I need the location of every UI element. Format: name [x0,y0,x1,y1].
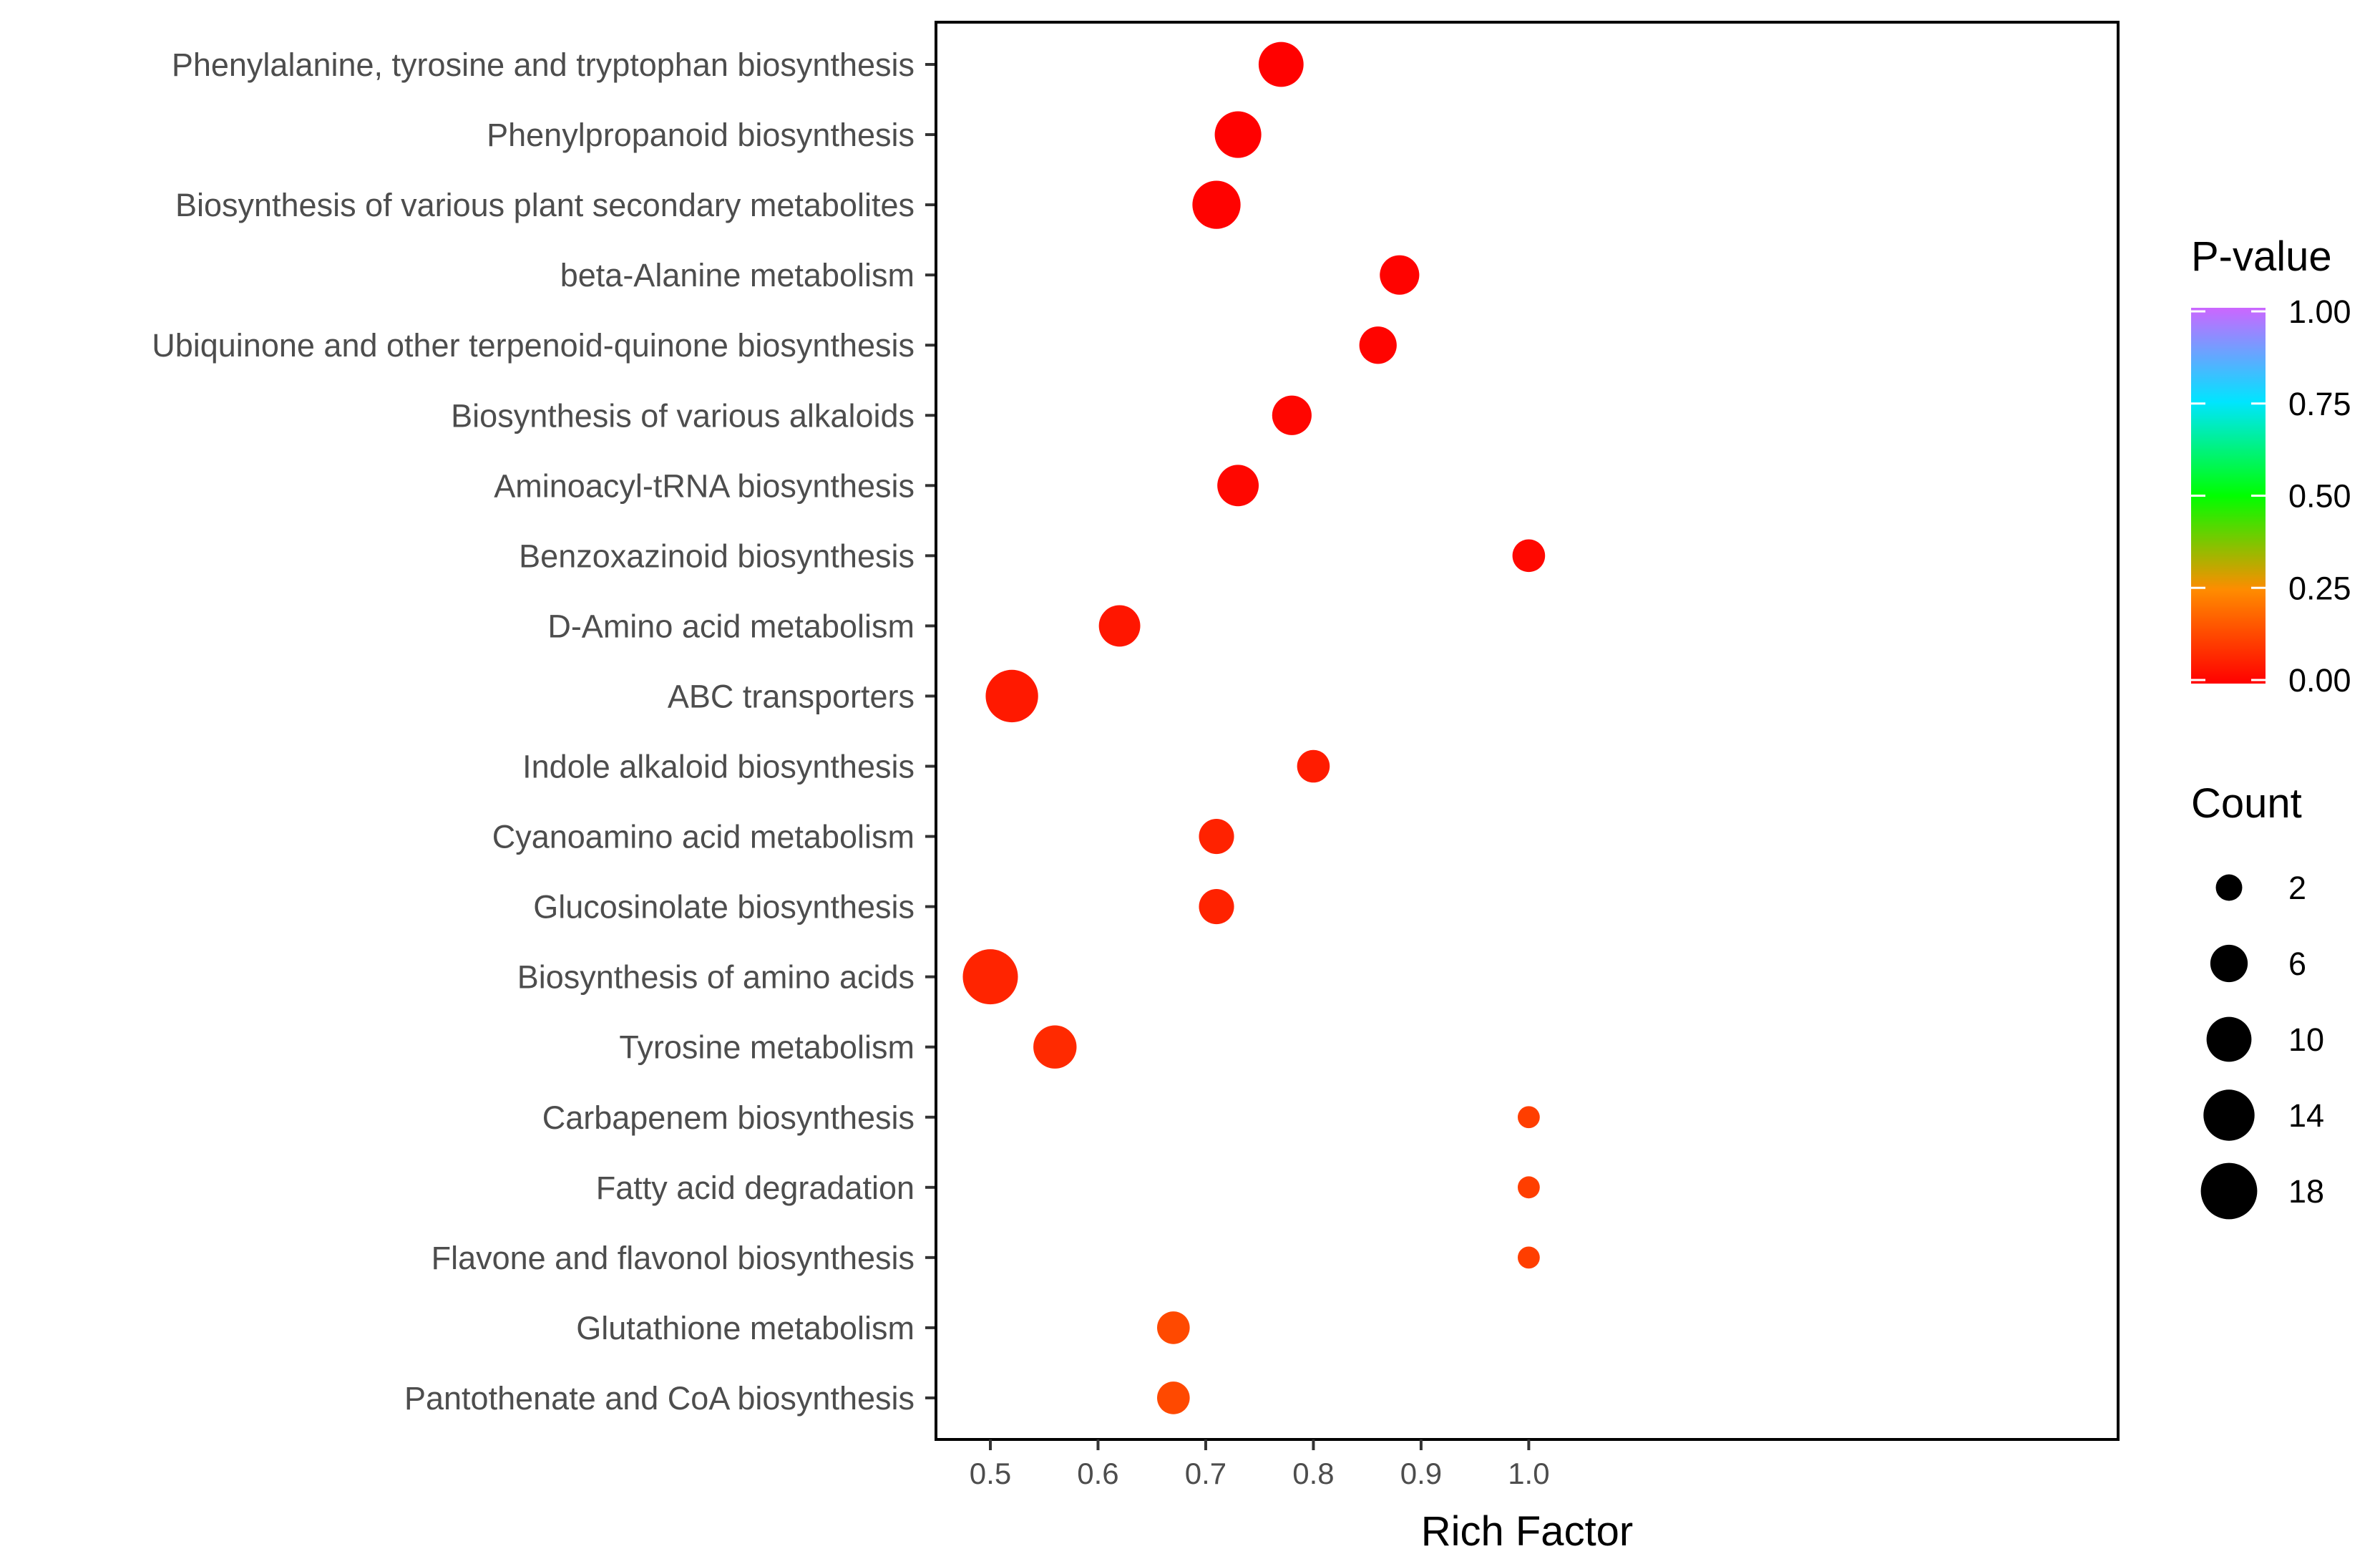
category-label: Biosynthesis of various alkaloids [451,397,915,434]
pvalue-legend-title: P-value [2191,233,2332,280]
count-legend-label: 2 [2288,870,2306,906]
data-point [1258,42,1304,87]
colorbar-tick-label: 0.25 [2288,570,2351,606]
category-label: Tyrosine metabolism [619,1029,915,1066]
data-point [1518,1246,1540,1269]
category-label: Glutathione metabolism [576,1310,915,1346]
x-tick-label: 0.8 [1292,1457,1334,1490]
count-legend-key [2206,1016,2252,1062]
category-label: Phenylalanine, tyrosine and tryptophan b… [172,47,915,83]
colorbar-tick-label: 0.75 [2288,386,2351,422]
colorbar-tick-label: 1.00 [2288,293,2351,330]
y-axis-ticks [925,63,936,1399]
count-legend-key [2215,874,2243,901]
category-label: Fatty acid degradation [596,1170,915,1206]
x-tick-label: 0.5 [970,1457,1011,1490]
category-label: Indole alkaloid biosynthesis [522,749,915,785]
data-point [1199,819,1234,855]
count-legend: Count 2 6 10 14 18 [2191,780,2324,1220]
data-point [1518,1106,1540,1129]
data-point [1518,1176,1540,1199]
x-tick-label: 1.0 [1508,1457,1549,1490]
x-tick-label: 0.7 [1185,1457,1226,1490]
x-axis-title: Rich Factor [1421,1508,1634,1555]
data-point [1199,889,1234,925]
colorbar-tick-label: 0.00 [2288,662,2351,699]
data-point [1380,255,1420,295]
count-legend-key [2200,1162,2258,1220]
category-label: beta-Alanine metabolism [560,257,915,293]
category-label: ABC transporters [668,678,915,714]
count-legend-key [2210,944,2248,983]
data-point [1192,180,1241,229]
category-label: Biosynthesis of various plant secondary … [175,187,915,223]
count-legend-label: 10 [2288,1021,2324,1058]
category-label: Glucosinolate biosynthesis [533,889,915,926]
category-label: D-Amino acid metabolism [547,608,915,644]
data-point [1297,749,1330,783]
x-axis-ticks: 0.5 0.6 0.7 0.8 0.9 1.0 [970,1439,1550,1490]
category-label: Phenylpropanoid biosynthesis [487,117,915,153]
data-point [1359,326,1397,364]
data-point [962,949,1018,1005]
count-legend-label: 6 [2288,946,2306,982]
plot-panel-border [935,21,2120,1441]
colorbar-tick-label: 0.50 [2288,478,2351,515]
count-legend-label: 14 [2288,1097,2324,1134]
category-labels: Phenylalanine, tyrosine and tryptophan b… [152,47,915,1417]
data-point [1157,1381,1190,1414]
count-legend-label: 18 [2288,1173,2324,1210]
category-label: Ubiquinone and other terpenoid-quinone b… [152,327,915,364]
category-label: Pantothenate and CoA biosynthesis [404,1380,915,1417]
pvalue-colorbar-ticks: 1.00 0.75 0.50 0.25 0.00 [2191,293,2351,699]
category-label: Biosynthesis of amino acids [517,959,915,996]
pvalue-legend: P-value 1.00 0.75 0.50 0.25 0.00 [2191,233,2351,699]
category-label: Carbapenem biosynthesis [542,1099,915,1136]
data-points [962,42,1546,1414]
category-label: Benzoxazinoid biosynthesis [519,538,915,574]
data-point [985,669,1038,723]
category-label: Flavone and flavonol biosynthesis [431,1240,915,1276]
data-point [1512,539,1546,573]
category-label: Cyanoamino acid metabolism [492,819,915,855]
data-point [1098,605,1141,647]
count-legend-key [2203,1089,2255,1141]
data-point [1272,395,1312,435]
data-point [1214,111,1262,158]
data-point [1157,1311,1190,1344]
count-legend-title: Count [2191,780,2302,827]
x-tick-label: 0.6 [1077,1457,1118,1490]
count-legend-keys: 2 6 10 14 18 [2200,870,2324,1220]
data-point [1217,465,1259,507]
category-label: Aminoacyl-tRNA biosynthesis [494,467,915,504]
x-tick-label: 0.9 [1400,1457,1442,1490]
data-point [1033,1025,1077,1069]
